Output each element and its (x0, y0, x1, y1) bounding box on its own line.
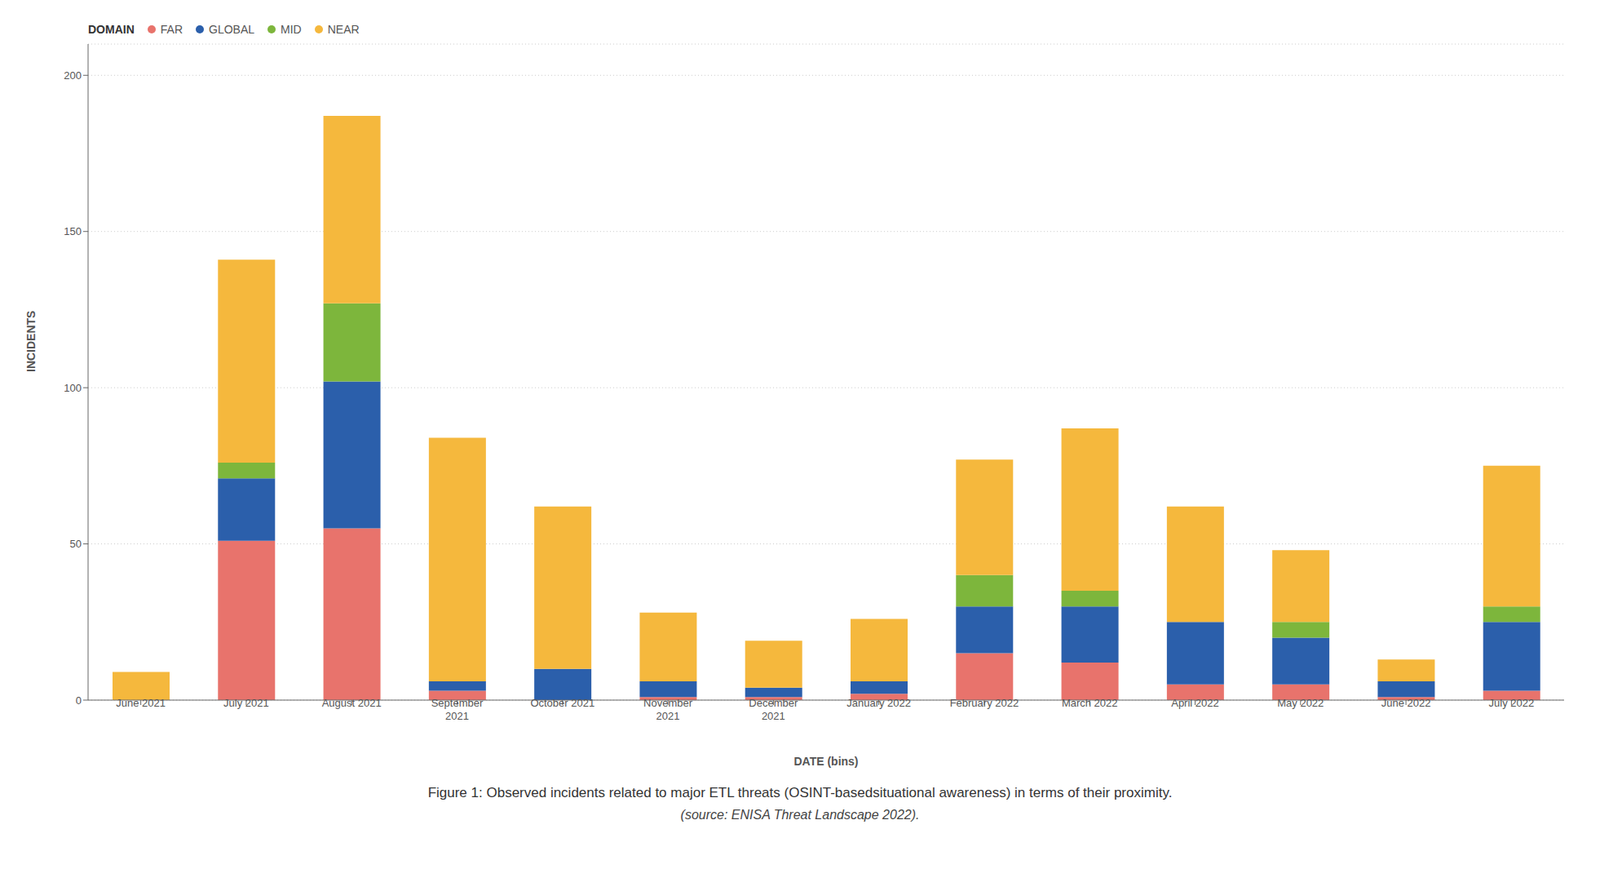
svg-text:October 2021: October 2021 (530, 696, 595, 709)
svg-text:January 2022: January 2022 (846, 696, 911, 709)
svg-text:100: 100 (63, 381, 82, 394)
svg-text:December2021: December2021 (748, 696, 799, 722)
svg-text:INCIDENTS: INCIDENTS (24, 310, 38, 372)
svg-text:June 2021: June 2021 (115, 696, 166, 709)
svg-text:200: 200 (63, 69, 82, 82)
html-text:FAR: FAR (160, 22, 183, 36)
html-text:DOMAIN: DOMAIN (88, 22, 135, 36)
svg-text:November2021: November2021 (643, 696, 694, 722)
svg-text:150: 150 (63, 225, 82, 238)
svg-text:August 2021: August 2021 (322, 696, 382, 709)
html-text:NEAR: NEAR (327, 22, 360, 36)
html-text:(source: ENISA Threat Landscap: (source: ENISA Threat Landscape 2022). (680, 807, 920, 822)
svg-text:September2021: September2021 (431, 696, 484, 722)
svg-text:DATE (bins): DATE (bins) (793, 754, 858, 768)
html-text:GLOBAL: GLOBAL (208, 22, 255, 36)
svg-text:May 2022: May 2022 (1277, 696, 1324, 709)
svg-text:February 2022: February 2022 (950, 696, 1020, 709)
svg-text:June 2022: June 2022 (1381, 696, 1432, 709)
svg-text:July 2022: July 2022 (1489, 696, 1535, 709)
html-text:MID: MID (280, 22, 302, 36)
svg-text:March 2022: March 2022 (1061, 696, 1119, 709)
svg-text:April 2022: April 2022 (1171, 696, 1220, 709)
svg-text:0: 0 (75, 693, 82, 707)
html-text:Figure 1: Observed incidents r: Figure 1: Observed incidents related to … (427, 784, 1173, 800)
svg-text:50: 50 (70, 537, 82, 550)
svg-text:July 2021: July 2021 (223, 696, 270, 709)
